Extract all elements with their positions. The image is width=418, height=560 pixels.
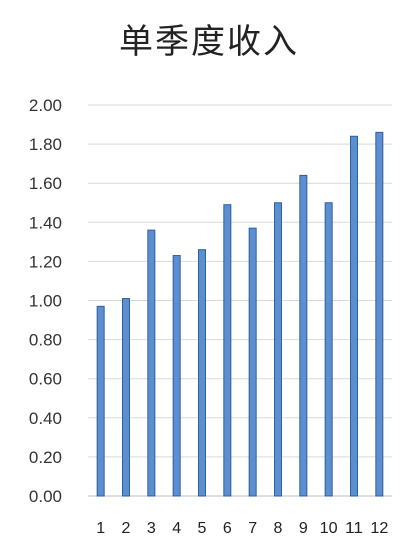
y-tick-label: 0.60 — [29, 370, 62, 389]
x-tick-label-2: 2 — [122, 520, 131, 537]
x-tick-label-5: 5 — [198, 520, 207, 537]
gridlines — [88, 104, 392, 497]
bar-9 — [299, 174, 308, 497]
bar-7 — [248, 227, 257, 497]
x-tick-label-12: 12 — [370, 520, 388, 537]
bars — [96, 131, 384, 497]
bar-11 — [350, 135, 358, 497]
x-axis-ticks: 1 2 3 4 5 6 7 8 9 10 11 12 — [96, 520, 388, 537]
x-tick-label-3: 3 — [147, 520, 156, 537]
y-tick-label: 0.40 — [29, 409, 62, 428]
bar-5 — [198, 249, 206, 497]
bar-2 — [122, 298, 130, 497]
bar-6 — [223, 204, 232, 497]
x-tick-label-4: 4 — [172, 520, 181, 537]
y-tick-label: 2.00 — [29, 96, 62, 115]
y-tick-label: 1.60 — [29, 174, 62, 193]
x-tick-label-10: 10 — [320, 520, 338, 537]
y-tick-label: 1.40 — [29, 213, 62, 232]
bar-1 — [96, 305, 105, 497]
x-tick-label-1: 1 — [96, 520, 105, 537]
bar-4 — [172, 255, 181, 497]
y-tick-label: 0.00 — [29, 487, 62, 506]
x-tick-label-6: 6 — [223, 520, 232, 537]
y-tick-label: 0.80 — [29, 331, 62, 350]
x-tick-label-11: 11 — [345, 520, 363, 537]
y-tick-label: 0.20 — [29, 448, 62, 467]
x-tick-label-9: 9 — [299, 520, 308, 537]
x-tick-label-8: 8 — [274, 520, 283, 537]
x-tick-label-7: 7 — [248, 520, 257, 537]
bar-8 — [274, 202, 282, 497]
y-axis-ticks: 0.00 0.20 0.40 0.60 0.80 1.00 1.20 1.40 1.60 1.80… — [29, 96, 62, 506]
y-tick-label: 1.00 — [29, 292, 62, 311]
y-tick-label: 1.20 — [29, 252, 62, 271]
bar-3 — [147, 229, 156, 497]
bar-10 — [324, 202, 333, 497]
chart-title: 单季度收入 — [119, 22, 299, 62]
bar-12 — [375, 131, 384, 497]
y-tick-label: 1.80 — [29, 135, 62, 154]
